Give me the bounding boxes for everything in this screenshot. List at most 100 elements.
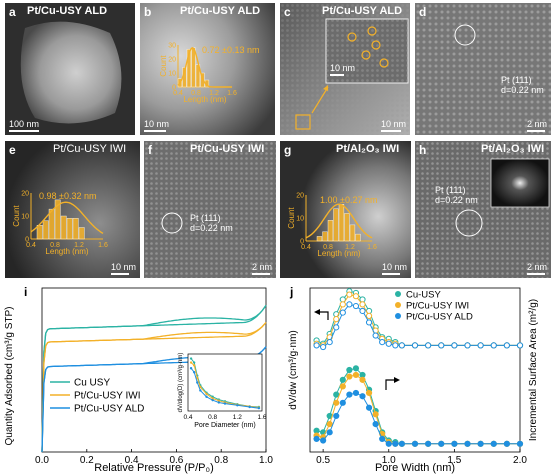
gaussian-fit-line (30, 201, 104, 235)
y2-axis-label: Incremental Surface Area (m²/g) (528, 299, 539, 441)
inset-x-tick-label: 1.6 (257, 414, 266, 421)
hist-bar (344, 213, 350, 242)
isotherm-chart: i 0.0 0.2 0.4 0.6 0.8 1.0 Relative Pressure (P/… (4, 285, 273, 474)
micrograph-h (415, 141, 551, 278)
data-point (339, 309, 346, 316)
scale-bar: 10 nm (144, 119, 169, 132)
data-point (339, 399, 346, 406)
inset-point (205, 392, 208, 396)
legend-label: Cu-USY (406, 290, 442, 301)
inset-point (192, 364, 196, 367)
panel-f: f Pt/Cu-USY IWI Pt (111) d=0.22 nm 2 nm (144, 141, 276, 278)
legend-label: Pt/Cu-USY ALD (74, 404, 144, 415)
data-point (313, 342, 320, 349)
hist-bar (66, 218, 73, 240)
data-point (352, 389, 360, 397)
data-point (392, 440, 399, 447)
panel-title: Pt/Cu-USY IWI (190, 143, 265, 155)
histogram-b: 0.4 0.8 1.2 1.6 0 10 20 30 Length (nm) Count (159, 43, 237, 105)
data-point (398, 342, 405, 349)
x-tick-label: 1.0 (382, 455, 396, 466)
hist-bar (338, 204, 345, 242)
scale-bar: 2 nm (526, 119, 547, 132)
data-point (425, 342, 432, 349)
inset-scale-bar: 10 nm (330, 63, 355, 76)
y-tick-label: 20 (168, 57, 176, 64)
inset-point (189, 367, 193, 370)
inset-x-tick-label: 0.4 (183, 414, 192, 421)
data-point (503, 342, 510, 349)
panel-label: e (9, 143, 16, 157)
data-point (359, 296, 366, 303)
panel-d: d Pt (111) d=0.22 nm 2 nm (415, 3, 551, 135)
plot-i: i 0.0 0.2 0.4 0.6 0.8 1.0 Relative Pressure (P/… (0, 282, 280, 476)
inset-point (217, 399, 221, 402)
data-point (425, 440, 432, 447)
inset-point (196, 381, 199, 384)
inset-point (236, 404, 239, 407)
legend-marker (395, 291, 401, 297)
plot-frame (41, 287, 267, 453)
x-tick-label: 1.0 (259, 455, 273, 466)
right-axis-arrow (385, 379, 396, 390)
micrograph-g (280, 141, 411, 278)
data-point (516, 440, 524, 447)
y-axis-label: dV/dw (cm³/g·nm) (288, 330, 299, 409)
micrograph-e (5, 141, 140, 278)
size-annotation: 0.98 ±0.32 nm (39, 191, 97, 201)
y-tick-label: 0 (172, 85, 176, 92)
x-tick-label: 2.0 (513, 455, 527, 466)
x-tick-label: 0.5 (316, 455, 330, 466)
data-point (333, 391, 340, 398)
data-point (385, 440, 392, 447)
panel-title: Pt/Al₂O₃ IWI (481, 143, 545, 155)
legend-label: Pt/Cu-USY IWI (406, 301, 469, 312)
panel-label: g (284, 143, 292, 157)
panel-title: Pt/Cu-USY ALD (322, 5, 403, 17)
legend-label: Pt/Cu-USY IWI (74, 391, 141, 402)
data-point (379, 435, 386, 442)
data-point (346, 391, 353, 398)
hist-bar (54, 199, 61, 240)
y-tick-label: 30 (168, 43, 176, 50)
hist-bar (322, 231, 328, 242)
data-point (326, 421, 333, 428)
hist-bar (316, 236, 323, 242)
hist-bar (60, 215, 67, 240)
hist-bar (72, 218, 79, 240)
data-point (372, 332, 379, 339)
data-point (359, 376, 366, 383)
y-tick-label: 0 (300, 239, 304, 246)
data-point (352, 302, 360, 310)
x-axis-label: Relative Pressure (P/P₀) (94, 462, 214, 474)
data-point (313, 427, 320, 434)
x-tick-label: 1.6 (367, 244, 377, 251)
data-point (392, 342, 399, 349)
size-annotation: 1.00 ±0.27 nm (320, 195, 378, 205)
hist-bar (78, 227, 85, 240)
micrograph-c (280, 3, 410, 135)
panel-title: Pt/Al₂O₃ IWI (336, 143, 400, 155)
inset-point (189, 361, 193, 364)
desorption-line (41, 305, 267, 453)
x-tick-label: 1.2 (209, 90, 219, 97)
histogram-g: 0.4 0.8 1.2 1.6 0 10 20 Length (nm) Count (287, 193, 377, 259)
panel-label: j (289, 285, 293, 299)
inset-point (192, 371, 196, 374)
data-point (346, 301, 353, 308)
data-point (438, 440, 445, 447)
data-point (359, 301, 366, 308)
data-point (326, 339, 333, 346)
data-point (320, 437, 327, 444)
inset-point (192, 361, 196, 364)
data-point (339, 376, 346, 383)
hist-bar (42, 220, 49, 240)
x-axis-label: Length (nm) (183, 95, 226, 104)
data-point (490, 440, 497, 447)
x-tick-label: 1.6 (98, 242, 108, 249)
scale-bar: 2 nm (526, 262, 547, 275)
scale-bar: 100 nm (9, 119, 39, 132)
panel-e: 0.4 0.8 1.2 1.6 0 10 20 Length (nm) Count e Pt/C… (5, 141, 140, 278)
data-point (451, 440, 458, 447)
panel-label: d (419, 5, 427, 19)
